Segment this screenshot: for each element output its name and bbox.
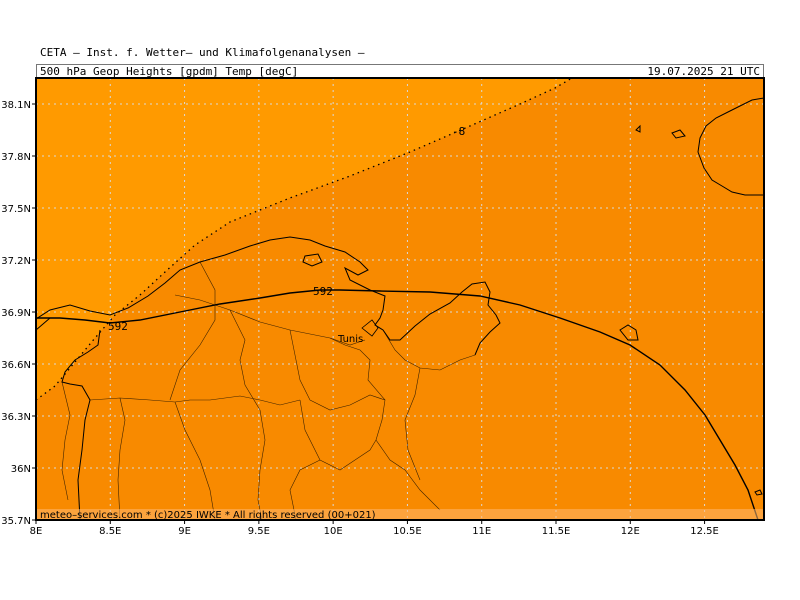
coastline <box>36 97 764 520</box>
lon-tick-label: 9E <box>178 526 191 537</box>
city-label: Tunis <box>337 334 363 345</box>
contour-label-592-west: 592 <box>108 320 128 333</box>
latitude-axis: 35.7N 36N 36.3N 36.6N 36.9N 37.2N 37.5N 37.8N 38… <box>1 100 36 527</box>
contour-label-592-east: 592 <box>313 285 333 298</box>
lat-tick-label: 36N <box>11 464 31 475</box>
tunis-lake <box>361 319 379 337</box>
lon-tick-label: 12.5E <box>690 526 719 537</box>
graticule <box>36 78 764 520</box>
lon-tick-label: 9.5E <box>248 526 270 537</box>
footer-copyright: meteo–services.com * (c)2025 IWKE * All … <box>40 510 376 521</box>
lon-tick-label: 12E <box>621 526 640 537</box>
organization-title: CETA – Inst. f. Wetter– und Klimafolgena… <box>40 46 365 59</box>
lat-tick-label: 36.6N <box>1 360 31 371</box>
lon-tick-label: 10E <box>324 526 343 537</box>
lon-tick-label: 8.5E <box>99 526 121 537</box>
lat-tick-label: 37.8N <box>1 152 31 163</box>
lat-tick-label: 35.7N <box>1 516 31 527</box>
geopotential-contour <box>36 289 759 520</box>
longitude-axis: 8E 8.5E 9E 9.5E 10E 10.5E 11E 11.5E 12E 12.5E <box>30 520 719 537</box>
map-frame <box>35 77 765 521</box>
footer-strip <box>36 509 764 520</box>
temperature-fill-warm <box>36 78 572 400</box>
lon-tick-label: 11E <box>472 526 491 537</box>
contour-label-minus8: -8 <box>452 125 465 138</box>
lat-tick-label: 36.9N <box>1 308 31 319</box>
lat-tick-label: 37.2N <box>1 256 31 267</box>
variable-name: 500_hPa_Geop_Heights_[gpdm]_Temp_[degC] <box>40 65 299 78</box>
lat-tick-label: 37.5N <box>1 204 31 215</box>
temperature-contour <box>36 78 573 401</box>
valid-time: 19.07.2025 21 UTC <box>647 65 760 78</box>
lon-tick-label: 10.5E <box>393 526 422 537</box>
admin-borders <box>61 261 476 520</box>
lat-tick-label: 38.1N <box>1 100 31 111</box>
lon-tick-label: 8E <box>30 526 43 537</box>
lat-tick-label: 36.3N <box>1 412 31 423</box>
lon-tick-label: 11.5E <box>542 526 571 537</box>
